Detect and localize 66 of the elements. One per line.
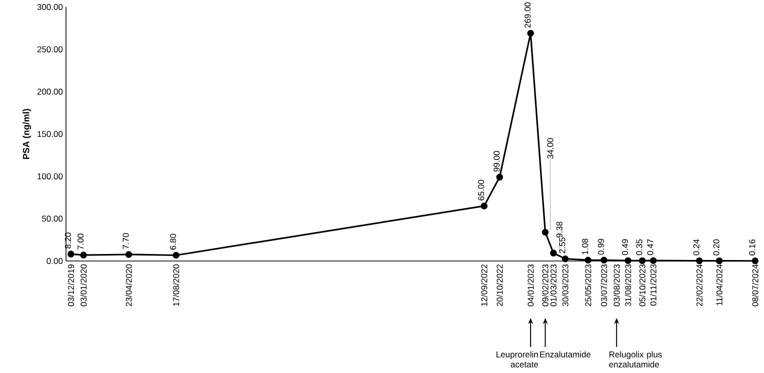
point xyxy=(562,255,569,262)
y-tick-label: 300.00 xyxy=(37,4,63,10)
data-label: 0.24 xyxy=(693,239,700,256)
point xyxy=(527,30,534,37)
x-tick-label: 23/04/2020 xyxy=(126,264,132,306)
data-label: 99.00 xyxy=(494,151,500,172)
point xyxy=(80,252,87,258)
point xyxy=(125,251,132,258)
x-tick-label: 09/02/2023 xyxy=(542,264,548,306)
x-tick-label: 03/01/2020 xyxy=(80,264,87,306)
data-label: 7.00 xyxy=(78,234,84,250)
point xyxy=(480,202,488,210)
point xyxy=(638,257,646,264)
y-tick-label: 200.00 xyxy=(37,88,63,95)
x-tick-label: 20/10/2022 xyxy=(496,264,503,306)
data-label: 0.16 xyxy=(749,239,756,256)
point xyxy=(496,174,504,181)
data-label: 2.55 xyxy=(559,237,566,254)
point xyxy=(600,256,608,264)
x-tick-label: 01/03/2023 xyxy=(550,264,557,306)
data-label: 0.47 xyxy=(647,239,654,256)
point xyxy=(550,250,557,256)
text: Leuprorelin acetate xyxy=(496,351,538,368)
point xyxy=(716,257,723,264)
y-tick-label: 150.00 xyxy=(38,130,63,138)
x-tick-label: 03/12/2019 xyxy=(68,264,74,306)
text: Enzalutamide xyxy=(540,351,591,358)
data-label: 269.00 xyxy=(524,2,531,28)
x-tick-label: 01/11/2023 xyxy=(650,264,656,306)
data-label: 1.08 xyxy=(582,238,588,254)
x-tick-label: 12/09/2022 xyxy=(481,264,488,306)
point xyxy=(752,257,759,264)
data-label: 0.99 xyxy=(598,238,604,255)
x-tick-label: 31/08/2023 xyxy=(624,264,632,306)
x-tick-label: 11/04/2024 xyxy=(716,264,722,306)
x-tick-label: 22/02/2024 xyxy=(696,264,702,306)
x-tick-label: 17/08/2020 xyxy=(172,264,180,306)
data-label: 0.49 xyxy=(622,239,628,256)
text: Relugolix plus enzalutamide xyxy=(609,351,662,368)
data-label: 34.00 xyxy=(547,138,554,159)
y-axis-title: PSA (ng/ml) xyxy=(22,108,32,159)
y-tick-label: 0.00 xyxy=(46,258,63,264)
y-tick-label: 50.00 xyxy=(42,216,63,222)
data-label: 7.70 xyxy=(122,233,129,249)
x-tick-label: 03/07/2023 xyxy=(600,264,608,306)
x-tick-label: 04/01/2023 xyxy=(527,264,534,306)
x-tick-label: 25/05/2023 xyxy=(584,264,592,306)
point xyxy=(584,256,592,264)
x-tick-label: 03/08/2023 xyxy=(613,264,620,306)
data-label: 0.35 xyxy=(636,239,642,256)
point xyxy=(542,228,549,236)
data-label: 65.00 xyxy=(478,180,484,200)
data-label: 9.38 xyxy=(556,222,562,238)
point xyxy=(696,257,703,264)
data-label: 0.20 xyxy=(713,239,720,256)
point xyxy=(172,252,180,259)
point xyxy=(650,257,657,264)
x-tick-label: 30/03/2023 xyxy=(562,264,568,306)
x-tick-label: 08/07/2024 xyxy=(752,264,758,306)
point xyxy=(624,257,632,264)
x-tick-label: 05/10/2023 xyxy=(639,264,646,306)
y-tick-label: 250.00 xyxy=(37,46,63,52)
data-label: 8.20 xyxy=(64,232,71,248)
point xyxy=(68,250,74,258)
y-tick-label: 100.00 xyxy=(38,173,63,180)
data-label: 6.80 xyxy=(170,234,176,250)
